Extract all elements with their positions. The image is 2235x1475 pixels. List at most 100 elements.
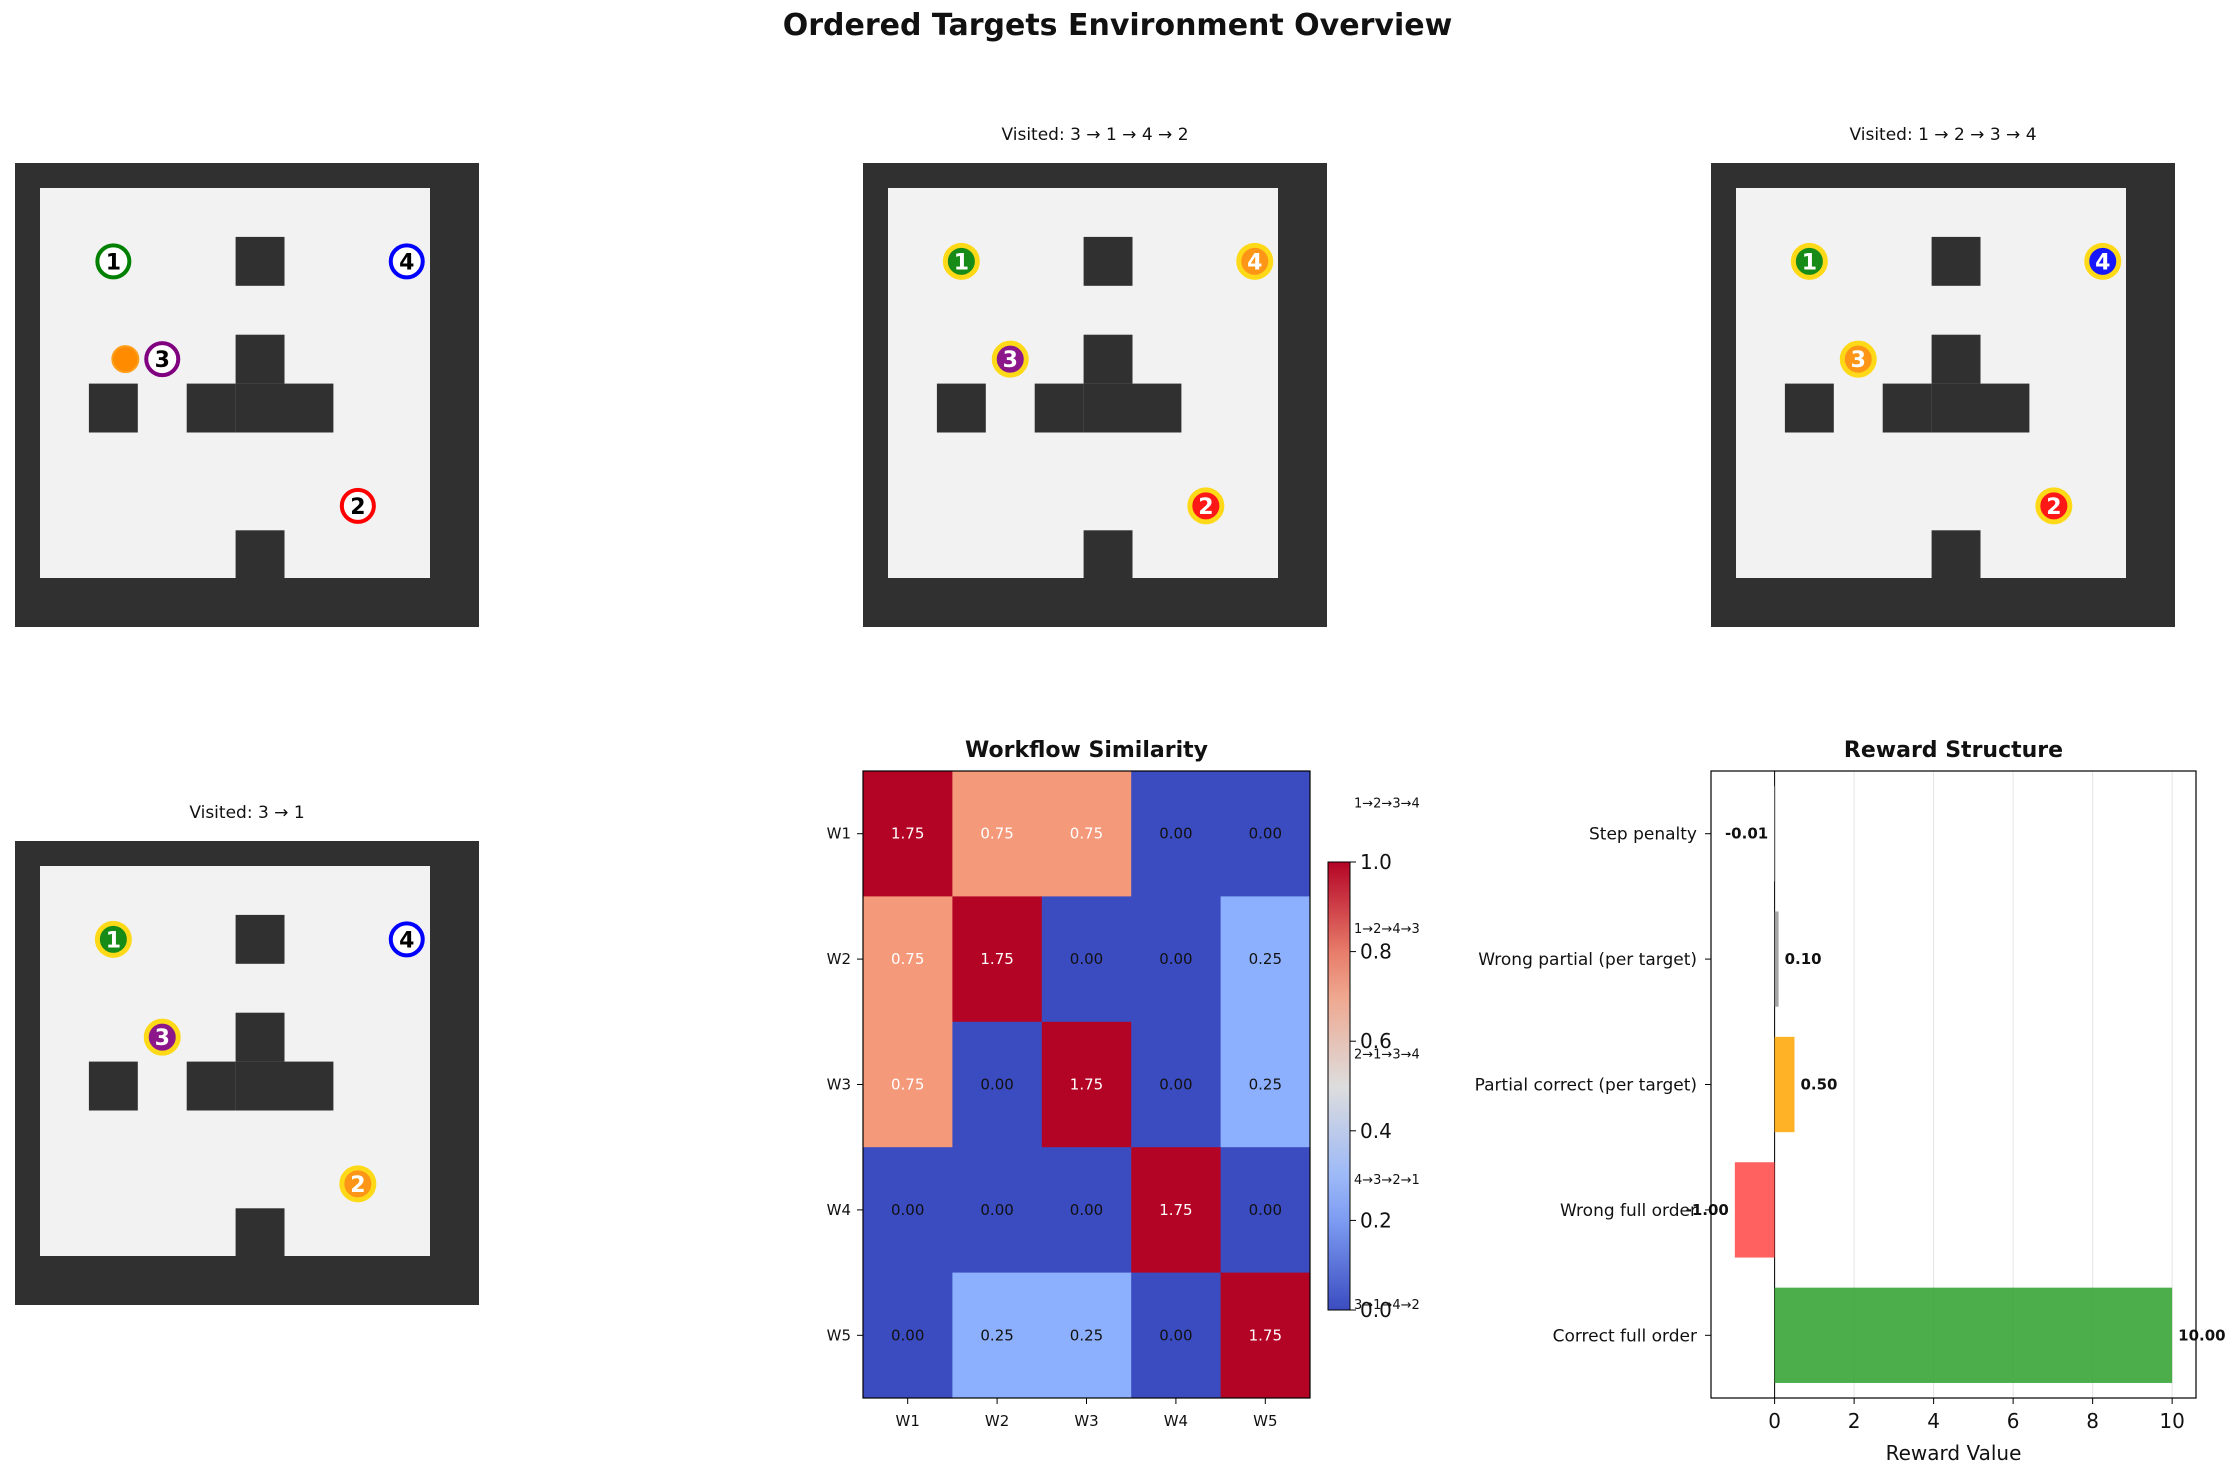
- heatmap-cell: [1131, 1021, 1222, 1148]
- heatmap-cell: [1220, 1147, 1311, 1274]
- target-4: 4: [388, 921, 425, 958]
- bar-xlabel: Reward Value: [1886, 1441, 2022, 1465]
- agent-marker: [111, 345, 140, 374]
- obstacle: [1931, 236, 1981, 286]
- obstacle: [1931, 530, 1981, 580]
- obstacle: [1882, 383, 1932, 433]
- heatmap-value-label: 0.75: [891, 1076, 924, 1094]
- heatmap-cell: [952, 1021, 1043, 1148]
- target-4: 4: [1236, 242, 1274, 280]
- target-2: 2: [2035, 487, 2073, 525]
- heatmap-cell: [1131, 1272, 1222, 1399]
- obstacle: [284, 1061, 334, 1111]
- heatmap-row-label: W3: [827, 1076, 851, 1094]
- colorbar-tick-label: 0.8: [1360, 940, 1392, 964]
- heatmap-row-label: W5: [827, 1326, 851, 1344]
- obstacle: [186, 383, 236, 433]
- heatmap-value-label: 0.00: [1159, 825, 1192, 843]
- bar-category-label: Wrong partial (per target): [1478, 950, 1697, 970]
- target-marker: [942, 242, 980, 280]
- heatmap-row-annotation: 3→1→4→2: [1354, 1298, 1420, 1313]
- target-marker: [1790, 242, 1828, 280]
- heatmap-value-label: 0.25: [1070, 1326, 1103, 1344]
- bar-xtick-label: 8: [2086, 1409, 2099, 1433]
- target-marker: [339, 1165, 377, 1203]
- heatmap-col-label: W1: [896, 1412, 920, 1430]
- bar: [1774, 1287, 2173, 1383]
- grid-panel-4: Visited: 3 → 1 1 2 3 4: [15, 803, 479, 1305]
- target-1: 1: [1790, 242, 1828, 280]
- bar-xtick-label: 6: [2007, 1409, 2020, 1433]
- obstacle: [1083, 530, 1133, 580]
- heatmap-cell: [1131, 771, 1222, 897]
- heatmap-value-label: 0.00: [1159, 1076, 1192, 1094]
- obstacle: [1931, 383, 1981, 433]
- heatmap-col-label: W5: [1253, 1412, 1277, 1430]
- heatmap-col-label: W4: [1164, 1412, 1188, 1430]
- target-marker: [339, 487, 376, 524]
- bar-chart-title: Reward Structure: [1844, 738, 2063, 763]
- target-marker: [1839, 340, 1877, 378]
- obstacle: [235, 1061, 285, 1111]
- target-label: 3: [155, 348, 170, 373]
- bar-value-label: 0.50: [1800, 1076, 1837, 1094]
- heatmap-row-label: W2: [827, 950, 851, 968]
- target-label: 1: [1802, 250, 1817, 275]
- heatmap-row-annotation: 4→3→2→1: [1354, 1173, 1420, 1188]
- target-1: 1: [94, 920, 132, 958]
- obstacle: [88, 1061, 138, 1111]
- target-marker: [94, 920, 132, 958]
- heatmap-cell: [1041, 771, 1132, 897]
- target-marker: [388, 921, 425, 958]
- page-title: Ordered Targets Environment Overview: [782, 8, 1453, 43]
- target-label: 1: [954, 250, 969, 275]
- target-label: 4: [2095, 250, 2110, 275]
- colorbar-tick-label: 1.0: [1360, 850, 1392, 874]
- heatmap-value-label: 1.75: [1159, 1201, 1192, 1219]
- heatmap-value-label: 0.25: [980, 1326, 1013, 1344]
- grid-floor: [40, 866, 430, 1256]
- heatmap-cell: [863, 1021, 953, 1148]
- heatmap-row-annotation: 2→1→3→4: [1354, 1047, 1420, 1062]
- target-4: 4: [388, 243, 425, 280]
- bar-category-label: Wrong full order: [1560, 1201, 1697, 1221]
- heatmap-value-label: 0.00: [980, 1076, 1013, 1094]
- obstacle: [1132, 383, 1182, 433]
- obstacle: [235, 334, 285, 384]
- bar: [1774, 1036, 1795, 1133]
- obstacle: [235, 236, 285, 286]
- obstacle: [936, 383, 986, 433]
- obstacle: [1980, 383, 2030, 433]
- obstacle: [235, 1208, 285, 1258]
- heatmap-col-label: W2: [985, 1412, 1009, 1430]
- heatmap-cell: [1041, 1021, 1132, 1148]
- bar-xtick-label: 2: [1848, 1409, 1861, 1433]
- grid-panel-1: 1 2 3 4: [15, 163, 479, 627]
- grid-panel-2: Visited: 3 → 1 → 4 → 2 1 2 3 4: [863, 125, 1327, 627]
- obstacle: [235, 530, 285, 580]
- target-4: 4: [2084, 242, 2122, 280]
- target-label: 2: [350, 1173, 365, 1198]
- grid-panel-3: Visited: 1 → 2 → 3 → 4 1 2 3 4: [1711, 125, 2175, 627]
- target-marker: [144, 341, 181, 378]
- heatmap-cell: [952, 771, 1043, 897]
- heatmap-cell: [1131, 896, 1222, 1023]
- obstacle: [235, 1012, 285, 1062]
- colorbar-tick-label: 0.4: [1360, 1119, 1392, 1143]
- target-3: 3: [1839, 340, 1877, 378]
- heatmap-row-annotation: 1→2→4→3: [1354, 922, 1420, 937]
- target-marker: [1187, 487, 1225, 525]
- target-label: 4: [399, 250, 414, 275]
- bar-xtick-label: 0: [1768, 1409, 1781, 1433]
- target-marker: [388, 243, 425, 280]
- target-label: 2: [350, 495, 365, 520]
- heatmap-value-label: 1.75: [891, 825, 924, 843]
- heatmap-cell: [1041, 896, 1132, 1023]
- target-marker: [2084, 242, 2122, 280]
- target-label: 1: [106, 928, 121, 953]
- bar-category-label: Step penalty: [1589, 825, 1697, 845]
- obstacle: [235, 383, 285, 433]
- target-label: 3: [155, 1026, 170, 1051]
- bar-xtick-label: 4: [1927, 1409, 1940, 1433]
